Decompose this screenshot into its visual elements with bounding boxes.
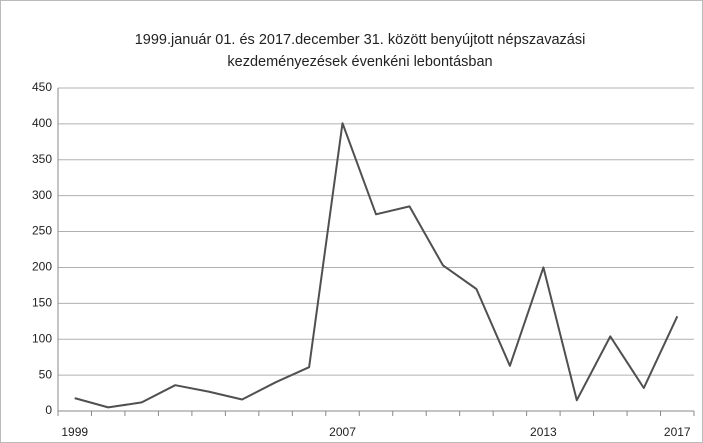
- y-tick-label: 0: [45, 403, 52, 417]
- y-tick-label: 50: [39, 367, 53, 381]
- chart-title: kezdeményezések évenkéni lebontásban: [227, 54, 492, 70]
- x-tick-label: 2017: [664, 425, 691, 439]
- y-tick-label: 100: [32, 331, 52, 345]
- y-tick-label: 450: [32, 80, 52, 94]
- x-tick-label: 1999: [61, 425, 88, 439]
- y-tick-label: 350: [32, 152, 52, 166]
- y-tick-label: 400: [32, 116, 52, 130]
- y-tick-label: 250: [32, 224, 52, 238]
- data-line: [74, 122, 679, 409]
- y-tick-label: 150: [32, 296, 52, 310]
- x-tick-label: 2013: [530, 425, 557, 439]
- y-tick-label: 300: [32, 188, 52, 202]
- chart-title: 1999.január 01. és 2017.december 31. köz…: [135, 32, 586, 48]
- x-tick-label: 2007: [329, 425, 356, 439]
- y-tick-label: 200: [32, 260, 52, 274]
